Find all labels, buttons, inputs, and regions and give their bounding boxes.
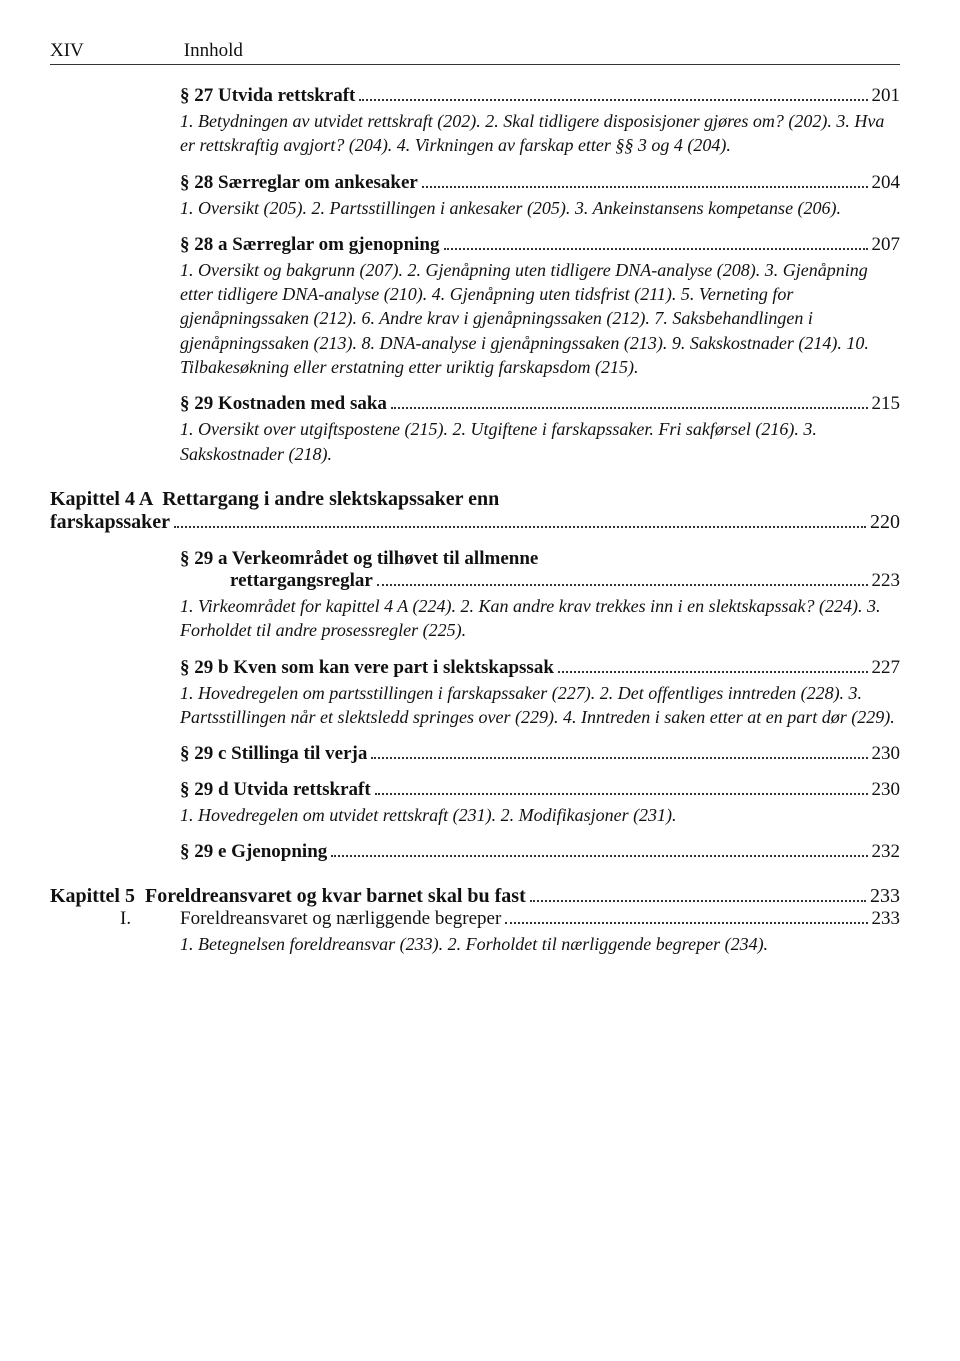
- chapter-4a-content: § 29 a Verkeområdet og tilhøvet til allm…: [180, 548, 900, 863]
- section-29e: § 29 e Gjenopning 232: [180, 841, 900, 863]
- dots: [331, 854, 867, 857]
- roman-line: I. Foreldreansvaret og nærliggende begre…: [50, 908, 900, 930]
- dots: [530, 899, 866, 902]
- toc-line: § 28 Særreglar om ankesaker 204: [180, 172, 900, 194]
- header-title: Innhold: [184, 40, 243, 62]
- toc-line: farskapssaker 220: [50, 511, 900, 534]
- section-28: § 28 Særreglar om ankesaker 204 1. Overs…: [180, 172, 900, 220]
- dots: [377, 583, 868, 586]
- toc-page: 233: [870, 885, 900, 908]
- toc-line: Kapittel 5 Foreldreansvaret og kvar barn…: [50, 885, 900, 908]
- toc-desc: 1. Hovedregelen om partsstillingen i far…: [180, 681, 900, 730]
- dots: [505, 921, 867, 924]
- page-number: XIV: [50, 40, 84, 62]
- toc-line: § 29 d Utvida rettskraft 230: [180, 779, 900, 801]
- toc-line: § 28 a Særreglar om gjenopning 207: [180, 234, 900, 256]
- toc-line: § 29 a Verkeområdet og tilhøvet til allm…: [180, 548, 900, 570]
- toc-title: § 29 a Verkeområdet og tilhøvet til allm…: [180, 548, 538, 570]
- toc-page: 201: [872, 85, 901, 107]
- toc-line: § 29 c Stillinga til verja 230: [180, 743, 900, 765]
- dots: [371, 756, 867, 759]
- page-header: XIV Innhold: [50, 40, 900, 65]
- toc-desc: 1. Oversikt over utgiftspostene (215). 2…: [180, 417, 900, 466]
- toc-desc: 1. Hovedregelen om utvidet rettskraft (2…: [180, 803, 900, 827]
- toc-line: § 27 Utvida rettskraft 201: [180, 85, 900, 107]
- toc-line: Kapittel 4 A Rettargang i andre slektska…: [50, 488, 900, 511]
- toc-content: § 27 Utvida rettskraft 201 1. Betydninge…: [180, 85, 900, 466]
- toc-title: § 29 e Gjenopning: [180, 841, 327, 863]
- toc-page: 233: [872, 908, 901, 930]
- toc-title: § 27 Utvida rettskraft: [180, 85, 355, 107]
- subtitle: Foreldreansvaret og nærliggende begreper: [180, 908, 501, 930]
- section-29: § 29 Kostnaden med saka 215 1. Oversikt …: [180, 393, 900, 466]
- section-28a: § 28 a Særreglar om gjenopning 207 1. Ov…: [180, 234, 900, 379]
- chapter-5: Kapittel 5 Foreldreansvaret og kvar barn…: [50, 885, 900, 956]
- toc-line: § 29 Kostnaden med saka 215: [180, 393, 900, 415]
- toc-title: § 28 Særreglar om ankesaker: [180, 172, 418, 194]
- toc-title: rettargangsreglar: [230, 570, 373, 592]
- toc-page: 215: [872, 393, 901, 415]
- toc-title: § 29 b Kven som kan vere part i slektska…: [180, 657, 554, 679]
- toc-desc: 1. Oversikt (205). 2. Partsstillingen i …: [180, 196, 900, 220]
- toc-page: 227: [872, 657, 901, 679]
- toc-page: 232: [872, 841, 901, 863]
- section-29a: § 29 a Verkeområdet og tilhøvet til allm…: [180, 548, 900, 643]
- toc-page: 220: [870, 511, 900, 534]
- dots: [558, 670, 868, 673]
- toc-title: § 29 d Utvida rettskraft: [180, 779, 371, 801]
- toc-line: § 29 e Gjenopning 232: [180, 841, 900, 863]
- toc-desc: 1. Virkeområdet for kapittel 4 A (224). …: [180, 594, 900, 643]
- toc-page: 230: [872, 779, 901, 801]
- dots: [375, 792, 868, 795]
- dots: [444, 247, 868, 250]
- toc-page: 207: [872, 234, 901, 256]
- section-29c: § 29 c Stillinga til verja 230: [180, 743, 900, 765]
- section-27: § 27 Utvida rettskraft 201 1. Betydninge…: [180, 85, 900, 158]
- toc-desc: 1. Betydningen av utvidet rettskraft (20…: [180, 109, 900, 158]
- toc-title: § 29 c Stillinga til verja: [180, 743, 367, 765]
- toc-line: rettargangsreglar 223: [230, 570, 900, 592]
- section-29d: § 29 d Utvida rettskraft 230 1. Hovedreg…: [180, 779, 900, 827]
- chapter-title-line1: Kapittel 4 A Rettargang i andre slektska…: [50, 488, 499, 511]
- section-29b: § 29 b Kven som kan vere part i slektska…: [180, 657, 900, 730]
- chapter-title-line2: farskapssaker: [50, 511, 170, 534]
- toc-page: 204: [872, 172, 901, 194]
- toc-page: 223: [872, 570, 901, 592]
- toc-title: § 28 a Særreglar om gjenopning: [180, 234, 440, 256]
- dots: [359, 98, 867, 101]
- dots: [174, 525, 866, 528]
- roman-numeral: I.: [120, 908, 180, 930]
- dots: [391, 406, 868, 409]
- toc-desc: 1. Betegnelsen foreldreansvar (233). 2. …: [180, 932, 900, 956]
- dots: [422, 185, 868, 188]
- toc-line: § 29 b Kven som kan vere part i slektska…: [180, 657, 900, 679]
- chapter-title: Kapittel 5 Foreldreansvaret og kvar barn…: [50, 885, 526, 908]
- toc-title: § 29 Kostnaden med saka: [180, 393, 387, 415]
- toc-desc: 1. Oversikt og bakgrunn (207). 2. Gjenåp…: [180, 258, 900, 379]
- toc-page: 230: [872, 743, 901, 765]
- chapter-4a: Kapittel 4 A Rettargang i andre slektska…: [50, 488, 900, 534]
